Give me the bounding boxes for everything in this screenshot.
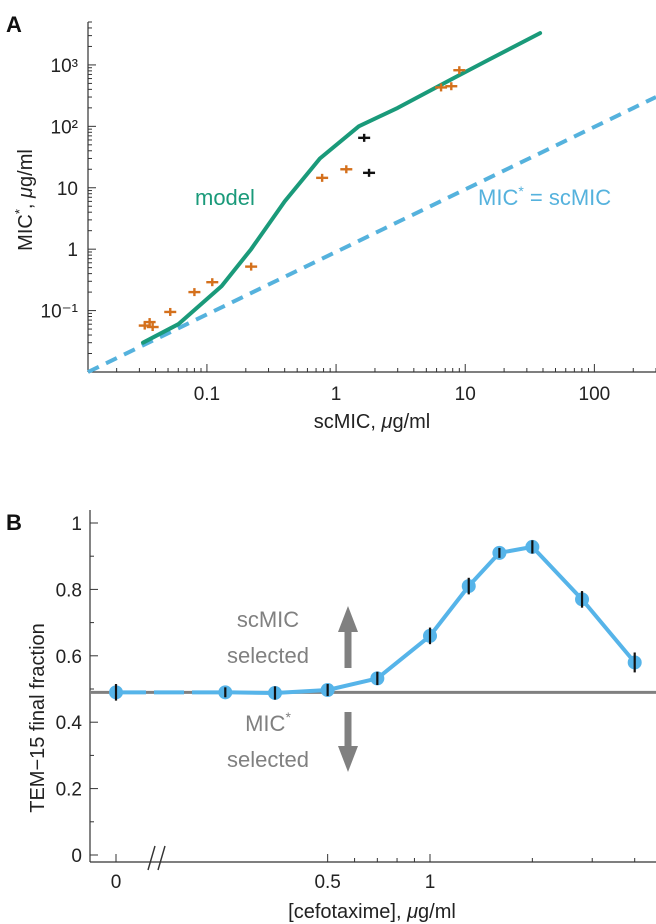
panel-b-x-tick-label: 0: [111, 872, 122, 893]
panel-a-ylabel: MIC*, μg/ml: [12, 149, 37, 251]
orange-data-point: [316, 173, 329, 182]
axis-break-mark: [147, 845, 156, 871]
panel-a-y-tick-label: 10: [57, 179, 78, 200]
panel-a-x-tick-label: 100: [579, 384, 611, 405]
fraction-data-point: [492, 545, 507, 560]
panel-b-y-tick-label: 0.8: [56, 580, 82, 601]
orange-data-point: [453, 66, 466, 75]
orange-data-point: [164, 307, 177, 316]
down-arrow: [338, 712, 358, 772]
panel-a-y-tick-label: 10³: [51, 56, 78, 77]
orange-data-point: [188, 288, 201, 297]
fraction-data-point: [575, 591, 590, 608]
panel-b-letter: B: [6, 510, 22, 535]
panel-b-y-tick-label: 0: [71, 846, 82, 867]
panel-b-y-tick-label: 0.4: [56, 713, 83, 734]
scmic-selected-line2: selected: [227, 643, 309, 668]
fraction-data-point: [320, 682, 335, 697]
orange-data-point: [340, 165, 353, 174]
fraction-data-point: [109, 684, 123, 701]
panel-a-y-tick-label: 1: [67, 240, 78, 261]
orange-data-point: [146, 323, 159, 332]
panel-a-x-tick-label: 10: [455, 384, 476, 405]
orange-data-point: [445, 82, 458, 91]
panel-b-x-tick-label: 1: [425, 872, 436, 893]
panel-a-x-tick-label: 0.1: [194, 384, 220, 405]
panel-b-xlabel: [cefotaxime], μg/ml: [288, 901, 456, 923]
scmic-selected-line1: scMIC: [237, 607, 299, 632]
panel-b-y-tick-label: 0.6: [56, 647, 82, 668]
panel-a-plot: [87, 31, 656, 374]
black-data-point: [358, 133, 371, 142]
panel-a-y-tick-label: 10²: [51, 117, 78, 138]
fraction-data-point: [370, 671, 385, 686]
panel-b-y-tick-label: 0.2: [56, 780, 82, 801]
up-arrow: [338, 606, 358, 668]
fraction-data-point: [423, 627, 437, 645]
fraction-data-point: [525, 539, 540, 554]
mic-selected-line1: MIC*: [245, 709, 291, 736]
orange-data-point: [143, 318, 156, 327]
panel-a-x-tick-label: 1: [331, 384, 342, 405]
fraction-data-point: [627, 652, 642, 673]
orange-data-point: [435, 83, 448, 92]
up-arrow-head: [338, 606, 358, 632]
panel-a: A 0.1 1 10 100 10⁻¹ 1 10 10² 10³ model MIC* = sc…: [6, 12, 656, 433]
panel-b-plot: [90, 539, 656, 772]
fraction-data-point: [461, 577, 476, 595]
identity-line: [87, 95, 656, 374]
panel-a-letter: A: [6, 12, 22, 37]
black-data-point: [363, 168, 376, 177]
axis-break-mark: [157, 845, 166, 871]
fraction-data-point: [218, 685, 233, 700]
panel-b-x-tick-label: 0.5: [314, 872, 340, 893]
panel-a-axes: 0.1 1 10 100 10⁻¹ 1 10 10² 10³: [41, 21, 656, 405]
model-curve: [141, 31, 543, 345]
mic-selected-line2: selected: [227, 747, 309, 772]
fraction-series-line: [225, 544, 637, 695]
orange-data-point: [206, 278, 219, 287]
down-arrow-head: [338, 746, 358, 772]
fraction-data-point: [267, 685, 282, 700]
identity-annotation: MIC* = scMIC: [478, 183, 611, 210]
panel-b-y-tick-label: 1: [71, 514, 82, 535]
panel-a-y-tick-label: 10⁻¹: [41, 302, 79, 323]
panel-b-ylabel: TEM−15 final fraction: [27, 623, 49, 813]
orange-data-point: [245, 262, 258, 271]
panel-a-xlabel: scMIC, μg/ml: [314, 411, 431, 433]
model-annotation: model: [195, 185, 255, 210]
